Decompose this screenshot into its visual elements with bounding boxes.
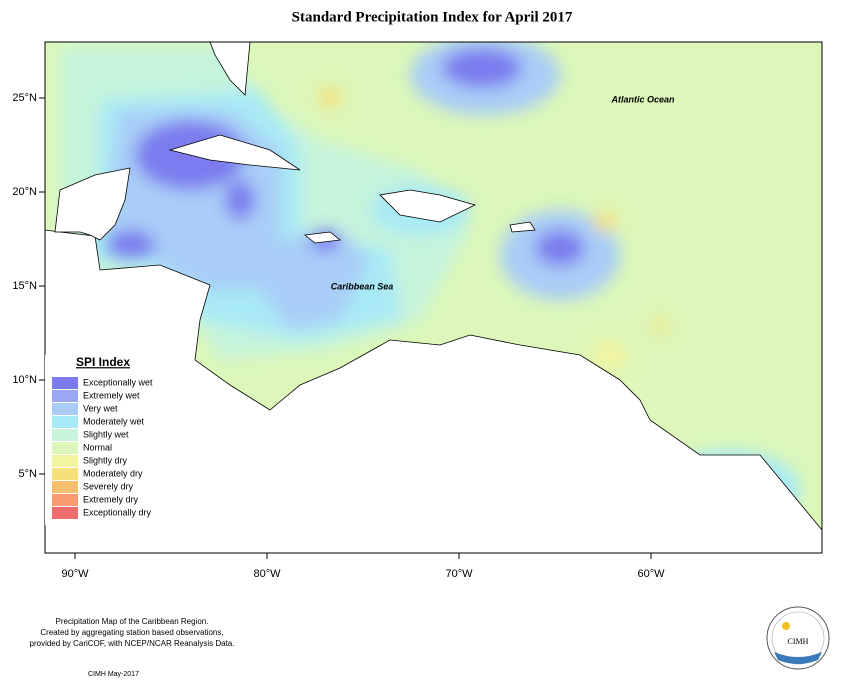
legend-swatch xyxy=(52,429,78,441)
legend-swatch xyxy=(52,377,78,389)
lat-tick-label: 25°N xyxy=(12,92,37,104)
map-frame xyxy=(44,41,823,554)
logo-text: CIMH xyxy=(788,637,809,646)
legend-label: Normal xyxy=(83,442,112,452)
lat-tick-label: 15°N xyxy=(12,280,37,292)
lon-tick-label: 70°W xyxy=(445,568,473,580)
legend-swatch xyxy=(52,390,78,402)
footer-line: Created by aggregating station based obs… xyxy=(40,628,223,637)
legend-label: Extremely wet xyxy=(83,390,140,400)
legend-label: Very wet xyxy=(83,403,118,413)
legend-label: Exceptionally wet xyxy=(83,377,153,387)
footer: Precipitation Map of the Caribbean Regio… xyxy=(30,617,235,678)
footer-line: Precipitation Map of the Caribbean Regio… xyxy=(56,617,209,626)
footer-line: provided by CariCOF, with NCEP/NCAR Rean… xyxy=(30,639,235,648)
sea-label: Caribbean Sea xyxy=(331,281,394,291)
legend-label: Severely dry xyxy=(83,481,134,491)
legend: Exceptionally wet Extremely wet Very wet Mo… xyxy=(52,377,153,519)
ocean-label: Atlantic Ocean xyxy=(610,94,675,104)
lon-tick-label: 80°W xyxy=(253,568,281,580)
footer-credit: CIMH May-2017 xyxy=(88,671,139,678)
legend-label: Slightly wet xyxy=(83,429,129,439)
lat-tick-label: 20°N xyxy=(12,186,37,198)
legend-swatch xyxy=(52,494,78,506)
axis-ticks: 90°W 80°W 70°W 60°W 25°N 20°N 15°N 10°N 5°N xyxy=(12,92,665,580)
legend-label: Moderately wet xyxy=(83,416,145,426)
lat-tick-label: 5°N xyxy=(19,468,38,480)
legend-swatch xyxy=(52,403,78,415)
legend-label: Moderately dry xyxy=(83,468,143,478)
legend-label: Slightly dry xyxy=(83,455,128,465)
legend-swatch xyxy=(52,416,78,428)
legend-swatch xyxy=(52,507,78,519)
legend-label: Exceptionally dry xyxy=(83,507,152,517)
title: Standard Precipitation Index for April 2… xyxy=(292,9,573,25)
logo: CIMH xyxy=(766,606,830,670)
legend-swatch xyxy=(52,442,78,454)
legend-title: SPI Index xyxy=(76,355,130,369)
lon-tick-label: 60°W xyxy=(637,568,665,580)
map xyxy=(45,42,822,553)
lon-tick-label: 90°W xyxy=(61,568,89,580)
lat-tick-label: 10°N xyxy=(12,374,37,386)
legend-swatch xyxy=(52,455,78,467)
legend-label: Extremely dry xyxy=(83,494,139,504)
legend-swatch xyxy=(52,468,78,480)
legend-swatch xyxy=(52,481,78,493)
